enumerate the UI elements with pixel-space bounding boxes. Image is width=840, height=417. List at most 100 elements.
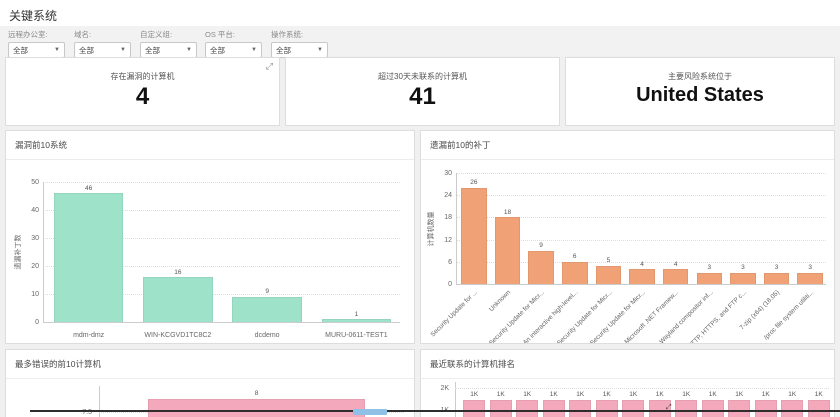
bar-slot: 18 [491,173,525,284]
x-category-label: MURU-0611-TEST1 [325,332,388,339]
bar[interactable] [561,261,588,284]
bar-slot: 1K [673,391,700,417]
bar[interactable] [516,399,539,417]
bar-slot: 16 [133,182,222,322]
mouse-cursor-icon: ⤢ [666,404,672,411]
missing-patches-chart: 计算机数量 0 6 12 18 24 30 26 18 9 6 5 4 4 3 3 3 3 Security Upd… [421,161,834,343]
bar[interactable] [754,399,777,417]
bar-slot: 4 [659,173,693,284]
bar-value-label: 26 [470,179,478,187]
bar-value-label: 5 [606,257,611,264]
bar[interactable] [730,272,756,284]
y-tick-label: 0 [35,319,39,326]
bar[interactable] [728,399,751,417]
x-category: mdm-dmz [44,324,133,342]
most-errors-chart: 7.5 8 [6,380,414,417]
filter-custom-group: 自定义组: 全部 ▼ [140,29,200,58]
bar[interactable] [569,399,592,417]
bar[interactable] [763,272,790,284]
bar-slot: 1K [806,391,833,417]
select-value: 全部 [145,45,160,55]
custom-group-select[interactable]: 全部 ▼ [140,42,197,58]
kpi-value: 41 [409,83,436,110]
bar[interactable] [542,399,565,417]
bar-value-label: 1K [602,391,611,398]
x-category-label: mdm-dmz [73,332,105,339]
x-category-label: Security Update for ... [429,289,479,339]
bar[interactable] [595,265,622,284]
bar-slot: 1K [726,391,753,417]
filter-label: 远程办公室: [8,30,48,39]
gridline [43,210,400,211]
gridline [455,388,829,389]
bar[interactable] [696,272,723,284]
chevron-down-icon: ▼ [251,47,257,53]
bar-slot: 46 [44,182,133,322]
bar-value-label: 1K [761,391,770,398]
y-tick-label: 18 [444,214,452,222]
recently-contacted-chart-card: 最近联系的计算机排名 2K 1K 1K 1K 1K 1K 1K 1K 1K 1K 1K 1K 1K 1K 1… [420,349,835,417]
bar-value-label: 18 [503,208,512,216]
x-category: /proc file system utiliti... [763,286,827,343]
y-tick-label: 10 [31,291,39,298]
bar-value-label: 8 [254,390,259,397]
bar[interactable] [528,250,554,284]
bar[interactable] [648,399,671,417]
select-value: 全部 [276,45,291,55]
bar[interactable] [629,269,655,284]
bar-value-label: 3 [741,264,745,272]
bar[interactable] [148,398,365,417]
y-tick-label: 20 [31,263,39,270]
bar[interactable] [781,399,804,417]
x-category: dcdemo [223,324,312,342]
kpi-title: 主要风险系统位于 [668,72,732,81]
filter-label: 操作系统: [271,30,304,39]
y-axis-line [99,386,100,417]
bar[interactable] [463,399,486,417]
filter-label: 自定义组: [140,30,173,39]
os-platform-select[interactable]: 全部 ▼ [205,42,262,58]
bar[interactable] [675,399,698,417]
expand-icon[interactable]: ⤢ [265,61,273,71]
bar[interactable] [53,193,124,322]
bar-value-label: 9 [539,242,543,250]
bar[interactable] [807,399,830,417]
bar[interactable] [701,399,724,417]
bar-slot: 5 [592,173,626,284]
bar[interactable] [494,217,521,284]
bar[interactable] [595,399,618,417]
bar[interactable] [143,277,213,322]
top-missing-patches-chart-card: 遗漏前10的补丁 计算机数量 0 6 12 18 24 30 26 18 9 6 5 4 4 3 3 3 3 Sec… [420,130,835,344]
remote-office-select[interactable]: 全部 ▼ [8,42,65,58]
bar[interactable] [797,272,823,284]
gridline [456,261,826,263]
bar[interactable] [662,269,689,284]
bar[interactable] [321,319,392,322]
y-tick-label: 0 [448,281,452,288]
x-category: MURU-0611-TEST1 [312,324,401,342]
bar-value-label: 3 [707,264,712,272]
y-axis-line [456,173,457,284]
bar-slot: 3 [760,173,794,284]
bar[interactable] [489,399,512,417]
bar-value-label: 1K [735,391,744,398]
bar-slot: 9 [524,173,558,284]
domain-select[interactable]: 全部 ▼ [74,42,131,58]
horizontal-scrollbar-thumb[interactable] [353,409,387,415]
operating-system-select[interactable]: 全部 ▼ [271,42,328,58]
bar[interactable] [232,296,302,322]
bar-slot: 1K [620,391,647,417]
bar-slot: 1K [647,391,674,417]
filter-remote-office: 远程办公室: 全部 ▼ [8,29,68,58]
y-axis-line [43,182,44,322]
bar[interactable] [461,187,487,284]
y-tick-label: 24 [444,192,452,200]
gridline [43,294,400,295]
vulnerable-systems-chart: 遗漏补丁数 0 10 20 30 40 50 46 16 9 1 mdm-dmz WIN-KCGVD1T… [6,161,414,343]
bar-value-label: 6 [572,253,577,261]
bar-value-label: 3 [808,264,813,272]
bar[interactable] [622,399,645,417]
bar-value-label: 1K [470,391,479,398]
bars: 46 16 9 1 [44,182,401,322]
recently-contacted-chart: 2K1K1K1K1K1K1K1K1K1K1K1K1K1K1K1K [421,380,834,417]
